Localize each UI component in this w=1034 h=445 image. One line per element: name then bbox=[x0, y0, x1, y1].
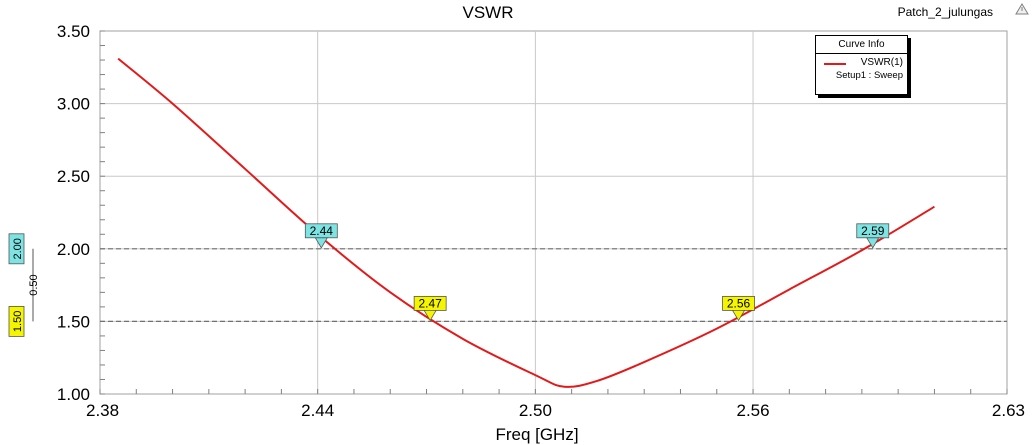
reference-label: 1.50 bbox=[8, 305, 25, 337]
x-tick-label: 2.50 bbox=[519, 401, 552, 420]
marker: 2.47 bbox=[413, 295, 447, 322]
y-tick-label: 1.50 bbox=[57, 312, 90, 331]
marker-pointer bbox=[314, 237, 329, 249]
reference-gap-label: 0.50 bbox=[28, 274, 40, 295]
vswr-curve bbox=[117, 57, 935, 388]
reference-label-text: 2.00 bbox=[12, 238, 24, 259]
x-tick-label: 2.38 bbox=[86, 401, 119, 420]
marker-pointer bbox=[731, 309, 746, 322]
marker-pointer bbox=[423, 309, 437, 322]
legend-divider bbox=[816, 53, 907, 54]
y-tick-label: 2.00 bbox=[57, 240, 90, 259]
marker: 2.56 bbox=[722, 295, 755, 322]
marker-label: 2.59 bbox=[861, 224, 885, 238]
x-tick-label: 2.56 bbox=[736, 401, 769, 420]
chart-title: VSWR bbox=[463, 3, 514, 22]
reference-label-bg bbox=[8, 305, 25, 337]
reference-label-text: 1.50 bbox=[12, 311, 24, 332]
project-label: Patch_2_julungas bbox=[898, 5, 993, 19]
legend-title: Curve Info bbox=[838, 39, 885, 50]
legend-line-swatch bbox=[824, 63, 846, 65]
y-tick-label: 2.50 bbox=[57, 167, 90, 186]
reference-label-bg bbox=[8, 233, 25, 265]
marker-layer: 2.44 2.47 2.56 2.59 bbox=[304, 223, 890, 322]
marker-label: 2.56 bbox=[727, 296, 751, 310]
marker: 2.44 bbox=[304, 223, 338, 249]
reference-gap-text: 0.50 bbox=[28, 274, 40, 295]
marker-label: 2.47 bbox=[418, 296, 442, 310]
reference-lines: 2.00 1.50 0.50 bbox=[8, 233, 1007, 337]
curve-layer bbox=[117, 57, 935, 388]
y-tick-label: 3.50 bbox=[57, 22, 90, 41]
marker-label: 2.44 bbox=[310, 224, 334, 238]
reference-label: 2.00 bbox=[8, 233, 25, 265]
minor-ticks bbox=[99, 30, 1008, 395]
marker: 2.59 bbox=[856, 223, 890, 249]
x-tick-label: 2.63 bbox=[992, 401, 1025, 420]
legend-series-setup: Setup1 : Sweep bbox=[835, 70, 903, 81]
legend[interactable]: Curve Info VSWR(1) Setup1 : Sweep bbox=[815, 35, 908, 95]
marker-pointer bbox=[866, 237, 880, 249]
legend-series-name: VSWR(1) bbox=[860, 57, 903, 68]
x-tick-label: 2.44 bbox=[301, 401, 334, 420]
x-axis-label: Freq [GHz] bbox=[495, 425, 578, 444]
plot-area bbox=[99, 30, 1008, 395]
y-tick-label: 3.00 bbox=[57, 95, 90, 114]
warning-triangle-icon[interactable] bbox=[1015, 3, 1029, 15]
y-tick-label: 1.00 bbox=[57, 385, 90, 404]
axis-tick-labels: 2.38 2.44 2.50 2.56 2.63 1.00 1.50 2.00 2.50 3.00… bbox=[57, 22, 1025, 420]
